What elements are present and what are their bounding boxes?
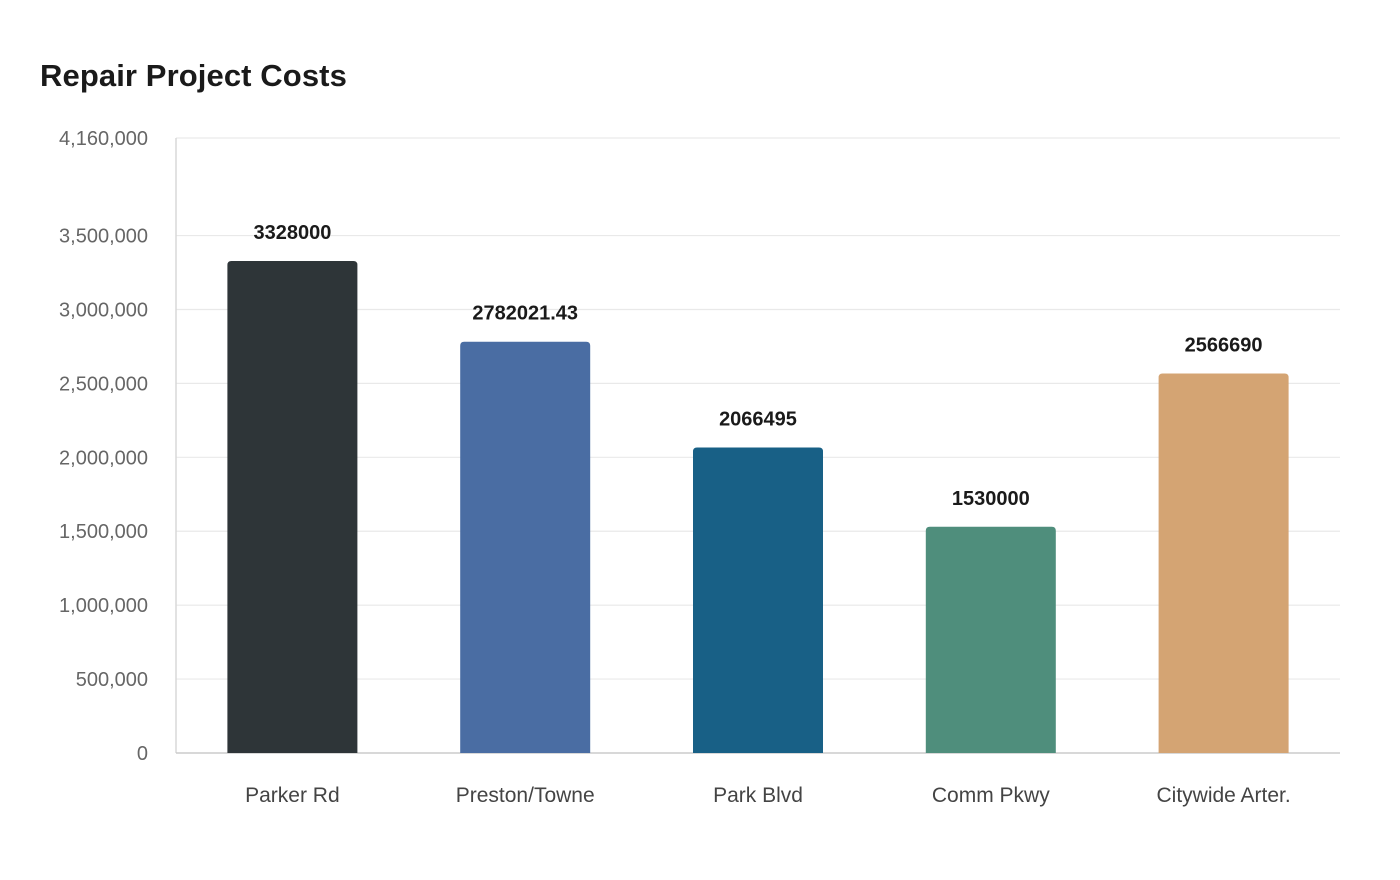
bar-value-label: 3328000 — [253, 222, 331, 244]
bar-parker-rd — [227, 261, 358, 753]
y-tick-label: 500,000 — [76, 669, 148, 691]
y-tick-label: 3,000,000 — [59, 299, 148, 321]
y-tick-label: 1,500,000 — [59, 521, 148, 543]
x-category-label: Park Blvd — [713, 784, 803, 807]
y-tick-label: 2,000,000 — [59, 447, 148, 469]
bar-value-label: 2066495 — [719, 408, 797, 430]
y-tick-label: 3,500,000 — [59, 226, 148, 248]
chart-title: Repair Project Costs — [40, 58, 347, 93]
y-tick-label: 0 — [137, 743, 148, 765]
y-tick-label: 2,500,000 — [59, 373, 148, 395]
bar-value-label: 2566690 — [1185, 335, 1263, 357]
labels: 0 500,000 1,000,000 1,500,000 2,000,000 2,500… — [59, 128, 1291, 807]
y-tick-label: 4,160,000 — [59, 128, 148, 150]
bar-park-blvd — [693, 447, 823, 753]
y-tick-label: 1,000,000 — [59, 595, 148, 617]
bar-comm-pkwy — [925, 526, 1056, 753]
x-category-label: Comm Pkwy — [932, 784, 1050, 807]
x-category-label: Parker Rd — [245, 784, 340, 807]
bar-preston-towne — [460, 341, 591, 753]
x-category-label: Citywide Arter. — [1156, 784, 1290, 807]
bar-citywide-arter — [1158, 373, 1289, 753]
x-category-label: Preston/Towne — [456, 784, 595, 807]
bar-value-label: 2782021.43 — [472, 303, 578, 325]
bars — [227, 261, 1289, 753]
bar-value-label: 1530000 — [952, 488, 1030, 510]
